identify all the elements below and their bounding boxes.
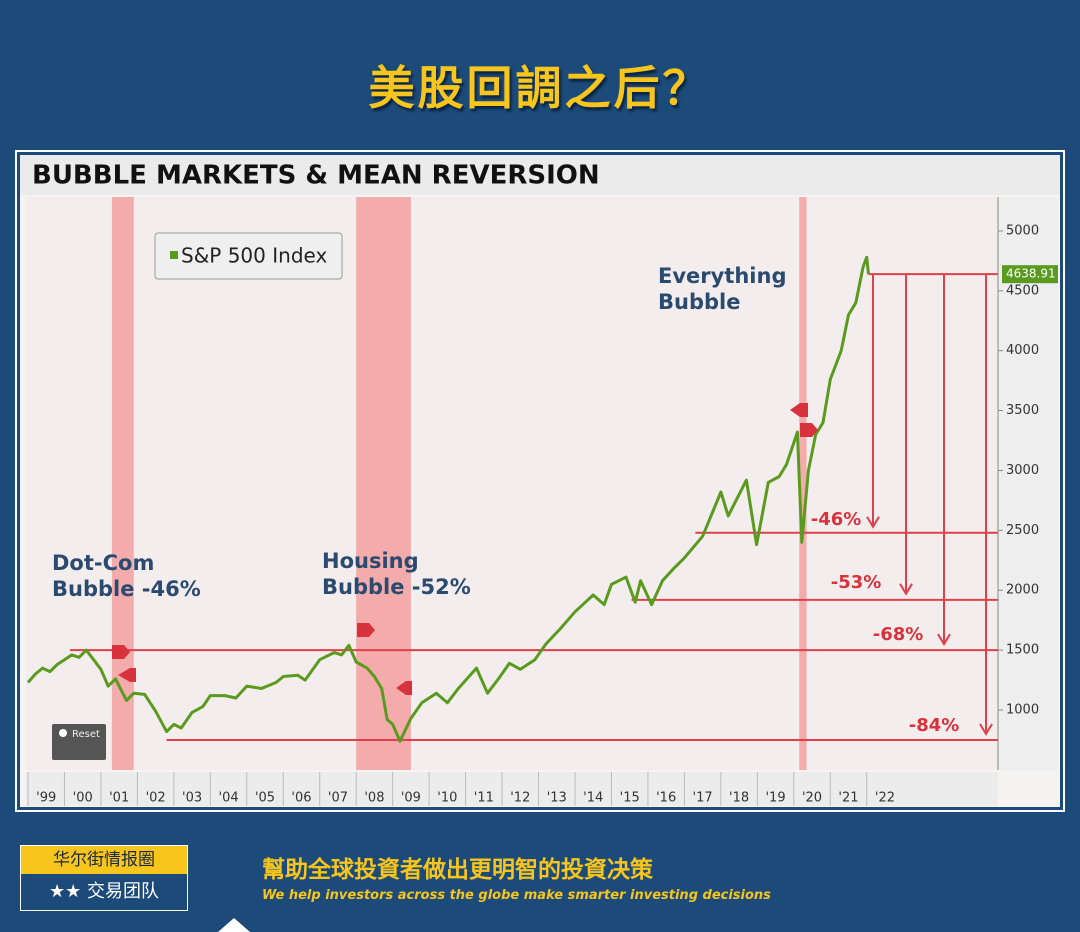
team-name: ★★ 交易团队 — [21, 874, 187, 910]
x-tick-label: '15 — [620, 791, 640, 806]
y-tick-label: 4000 — [1006, 343, 1039, 358]
line — [26, 255, 870, 743]
slogan-en: We help investors across the globe make … — [262, 888, 771, 903]
x-tick-label: '14 — [583, 791, 603, 806]
legend-marker — [170, 251, 178, 259]
last-value-label: 4638.91 — [1006, 267, 1056, 281]
x-tick-label: '10 — [437, 791, 457, 806]
y-tick-label: 2000 — [1006, 583, 1039, 598]
y-tick-label: 4500 — [1006, 283, 1039, 298]
drawdown-label: -68% — [873, 624, 924, 645]
y-tick-label: 3000 — [1006, 463, 1039, 478]
annotation: Dot-Com — [52, 551, 154, 575]
x-tick-label: '21 — [838, 791, 858, 806]
flag — [112, 645, 130, 659]
flag — [800, 423, 818, 437]
x-tick-label: '03 — [182, 791, 202, 806]
arrow-head — [979, 723, 993, 736]
drawdown-label: -46% — [811, 509, 862, 530]
title-bar — [20, 155, 1060, 195]
x-axis-area — [26, 772, 998, 806]
drawdown-label: -53% — [831, 572, 882, 593]
x-tick-label: '16 — [656, 791, 676, 806]
arrow-head — [937, 633, 951, 647]
x-tick-label: '20 — [802, 791, 822, 806]
x-tick-label: '07 — [328, 791, 348, 806]
arrow-head — [899, 583, 913, 596]
x-tick-label: '22 — [875, 791, 895, 806]
x-tick-label: '11 — [474, 791, 494, 806]
annotation: Bubble — [658, 290, 740, 314]
legend — [154, 232, 343, 280]
brand-box: 华尔街情报圈 ★★ 交易团队 — [20, 845, 188, 911]
x-tick-label: '01 — [109, 791, 129, 806]
flag — [118, 668, 136, 682]
recession-band — [356, 197, 411, 770]
annotation: Bubble -52% — [322, 575, 471, 599]
annotation: Everything — [658, 264, 787, 288]
arrow-head — [866, 516, 880, 529]
x-tick-label: '13 — [547, 791, 567, 806]
panel-border — [15, 150, 1065, 812]
flag — [790, 403, 808, 417]
x-tick-label: '04 — [219, 791, 239, 806]
last-value-tag — [1002, 265, 1058, 284]
annotation: Bubble -46% — [52, 577, 201, 601]
plot-area — [26, 197, 998, 770]
x-tick-label: '09 — [401, 791, 421, 806]
drawdown-label: -84% — [909, 715, 960, 736]
x-tick-label: '08 — [364, 791, 384, 806]
legend-label: S&P 500 Index — [181, 244, 327, 268]
notch — [218, 918, 250, 932]
x-tick-label: '19 — [765, 791, 785, 806]
x-tick-label: '02 — [146, 791, 166, 806]
y-tick-label: 5000 — [1006, 223, 1039, 238]
x-tick-label: '06 — [291, 791, 311, 806]
y-axis-area — [998, 197, 1058, 770]
x-tick-label: '12 — [510, 791, 530, 806]
annotation: Housing — [322, 549, 419, 573]
x-tick-label: '18 — [729, 791, 749, 806]
x-tick-label: '17 — [693, 791, 713, 806]
flag — [396, 681, 412, 695]
reset-label[interactable]: Reset — [72, 729, 100, 740]
brand-name: 华尔街情报圈 — [21, 846, 187, 874]
x-tick-label: '99 — [36, 791, 56, 806]
slogan: 幫助全球投資者做出更明智的投資决策 — [262, 857, 653, 883]
page-title: 美股回調之后？ — [368, 61, 712, 115]
flag — [357, 623, 375, 637]
recession-band — [799, 197, 807, 770]
y-tick-label: 1500 — [1006, 643, 1039, 658]
y-tick-label: 3500 — [1006, 403, 1039, 418]
chart-title: BUBBLE MARKETS & MEAN REVERSION — [32, 161, 600, 191]
recession-band — [111, 197, 134, 770]
x-tick-label: '00 — [73, 791, 93, 806]
y-tick-label: 1000 — [1006, 703, 1039, 718]
reset-icon — [59, 729, 67, 737]
y-tick-label: 2500 — [1006, 523, 1039, 538]
x-tick-label: '05 — [255, 791, 275, 806]
